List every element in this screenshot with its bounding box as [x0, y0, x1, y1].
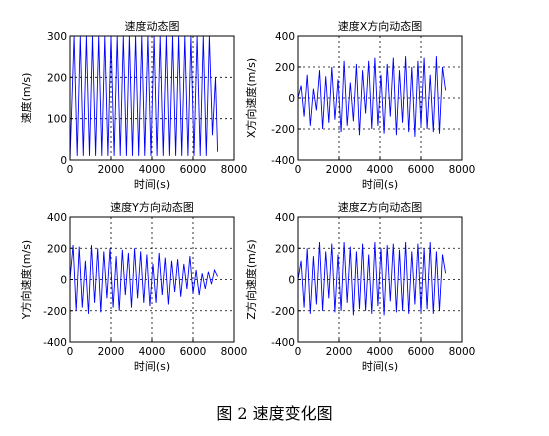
y-tick-label: 400 — [47, 212, 67, 224]
y-tick-label: 400 — [275, 212, 295, 224]
x-axis-label: 时间(s) — [362, 178, 398, 191]
x-tick-label: 0 — [295, 346, 302, 358]
y-tick-label: 200 — [275, 62, 295, 74]
x-tick-label: 2000 — [326, 164, 353, 176]
y-tick-label: 0 — [288, 275, 295, 287]
y-tick-label: -400 — [43, 337, 67, 349]
x-tick-label: 4000 — [139, 164, 166, 176]
y-tick-label: 200 — [47, 243, 67, 255]
x-tick-label: 2000 — [98, 164, 125, 176]
y-axis-label: X方向速度(m/s) — [244, 58, 258, 138]
chart-title: 速度Y方向动态图 — [110, 200, 194, 214]
x-tick-label: 6000 — [180, 346, 207, 358]
y-tick-label: -200 — [271, 124, 295, 136]
y-tick-label: -400 — [271, 337, 295, 349]
x-tick-label: 8000 — [449, 164, 476, 176]
chart-title: 速度X方向动态图 — [338, 19, 423, 33]
y-tick-label: 0 — [60, 155, 67, 167]
x-tick-label: 6000 — [180, 164, 207, 176]
x-tick-label: 8000 — [221, 346, 248, 358]
series-line — [69, 35, 219, 161]
x-tick-label: 8000 — [449, 346, 476, 358]
y-tick-label: 400 — [275, 31, 295, 43]
chart-title: 速度动态图 — [125, 19, 180, 33]
x-axis-label: 时间(s) — [362, 360, 398, 373]
x-tick-label: 0 — [67, 164, 74, 176]
series-line — [69, 245, 219, 314]
x-tick-label: 0 — [67, 346, 74, 358]
y-axis-label: Z方向速度(m/s) — [244, 239, 258, 319]
y-tick-label: 0 — [60, 275, 67, 287]
chart-panel-4: 速度Z方向动态图 0 2000 4000 6000 8000 -400 -200 0 200 400… — [244, 200, 475, 373]
x-tick-label: 4000 — [367, 346, 394, 358]
y-tick-label: 200 — [47, 72, 67, 84]
series-line — [297, 241, 447, 316]
y-tick-label: -200 — [43, 306, 67, 318]
x-tick-label: 2000 — [326, 346, 353, 358]
y-axis-label: Y方向速度(m/s) — [19, 240, 33, 320]
x-axis-label: 时间(s) — [134, 360, 170, 373]
y-tick-label: 0 — [288, 93, 295, 105]
y-tick-label: 300 — [47, 31, 67, 43]
y-tick-label: -400 — [271, 155, 295, 167]
chart-panel-3: 速度Y方向动态图 0 2000 4000 6000 8000 -400 -200 0 200 400… — [19, 200, 247, 373]
x-tick-label: 6000 — [408, 164, 435, 176]
x-tick-label: 6000 — [408, 346, 435, 358]
y-axis-label: 速度(m/s) — [19, 73, 33, 124]
chart-panel-1: 速度动态图 0 2000 4000 6000 8000 0 100 200 300 时间(s) 速度(… — [19, 19, 247, 191]
y-tick-label: 100 — [47, 114, 67, 126]
chart-title: 速度Z方向动态图 — [338, 200, 423, 214]
x-tick-label: 0 — [295, 164, 302, 176]
y-tick-label: -200 — [271, 306, 295, 318]
x-axis-label: 时间(s) — [134, 178, 170, 191]
x-tick-label: 4000 — [139, 346, 166, 358]
figure-caption: 图 2 速度变化图 — [216, 404, 333, 423]
x-tick-label: 4000 — [367, 164, 394, 176]
x-tick-label: 2000 — [98, 346, 125, 358]
y-tick-label: 200 — [275, 243, 295, 255]
chart-panel-2: 速度X方向动态图 0 2000 4000 6000 8000 -400 -200 0 200 400… — [244, 19, 475, 191]
x-tick-label: 8000 — [221, 164, 248, 176]
series-line — [297, 56, 447, 137]
